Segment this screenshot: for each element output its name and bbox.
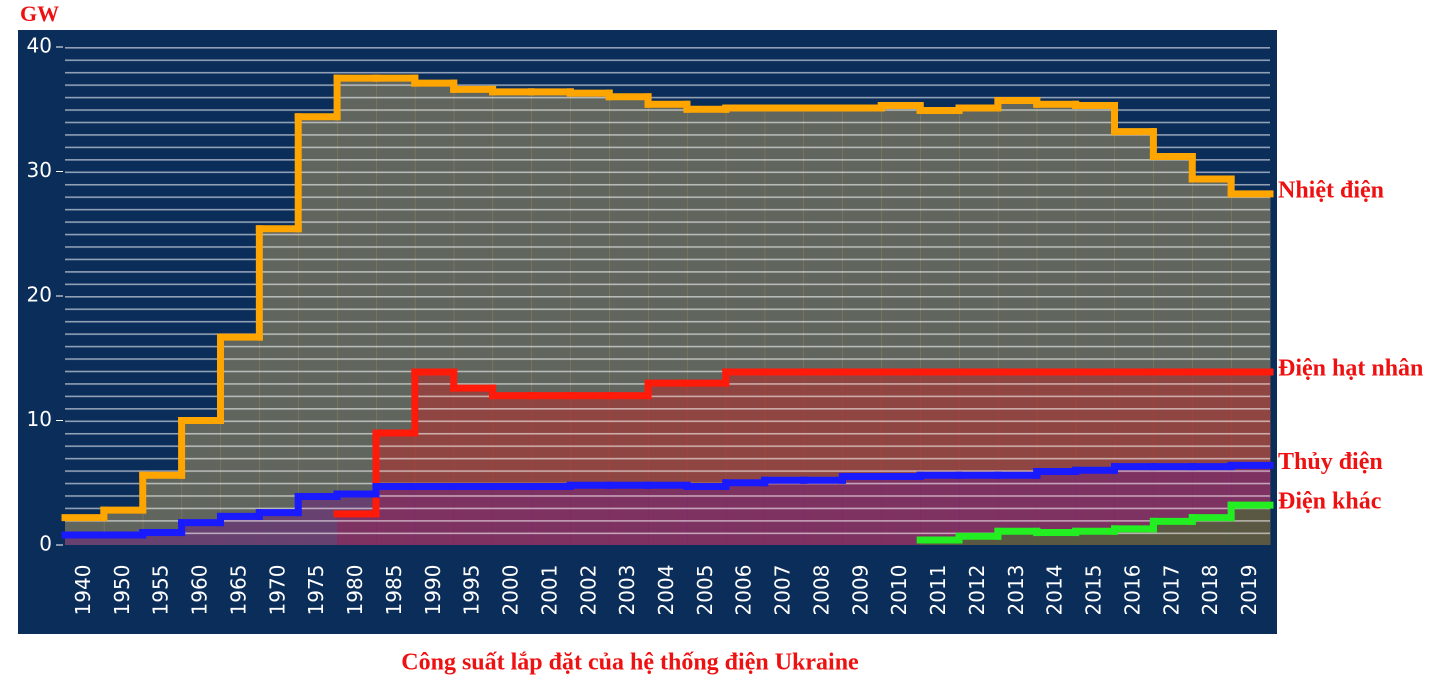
x-tick-label: 1960 [188, 565, 212, 616]
x-tick-label: 2005 [693, 565, 717, 616]
x-tick-label: 1970 [265, 565, 289, 616]
x-tick-label: 1965 [226, 565, 250, 616]
x-tick-label: 2010 [887, 565, 911, 616]
legend-label: Điện hạt nhân [1278, 355, 1423, 381]
y-tick-label: 0 [39, 532, 52, 556]
x-tick-label: 2003 [615, 565, 639, 616]
x-tick-label: 1955 [149, 565, 173, 616]
x-tick-label: 2009 [848, 565, 872, 616]
x-tick-label: 1950 [110, 565, 134, 616]
y-tick-label: 20 [27, 283, 52, 307]
legend-label: Nhiệt điện [1278, 177, 1384, 203]
x-tick-label: 2019 [1237, 565, 1261, 616]
x-tick-label: 2012 [965, 565, 989, 616]
y-axis-label: GW [20, 1, 59, 26]
legend-label: Điện khác [1278, 489, 1382, 515]
x-tick-label: 2014 [1043, 565, 1067, 616]
x-tick-label: 2006 [732, 565, 756, 616]
legend-label: Thủy điện [1278, 449, 1383, 475]
y-tick-label: 30 [27, 158, 52, 182]
x-tick-label: 1990 [421, 565, 445, 616]
x-tick-label: 1985 [382, 565, 406, 616]
x-tick-label: 2016 [1120, 565, 1144, 616]
chart-title: Công suất lắp đặt của hệ thống điện Ukra… [401, 650, 859, 676]
y-tick-label: 10 [27, 407, 52, 431]
x-tick-label: 2002 [576, 565, 600, 616]
x-tick-label: 2015 [1082, 565, 1106, 616]
x-tick-label: 1975 [304, 565, 328, 616]
x-tick-label: 2013 [1004, 565, 1028, 616]
x-tick-label: 2001 [537, 565, 561, 616]
x-tick-label: 2008 [809, 565, 833, 616]
x-tick-label: 2007 [771, 565, 795, 616]
x-tick-label: 2011 [926, 565, 950, 616]
y-tick-label: 40 [27, 34, 52, 58]
x-tick-label: 2018 [1198, 565, 1222, 616]
stripes [65, 47, 1270, 545]
x-tick-label: 2000 [499, 565, 523, 616]
x-tick-label: 2017 [1159, 565, 1183, 616]
x-tick-label: 1995 [460, 565, 484, 616]
x-tick-label: 2004 [654, 565, 678, 616]
x-tick-label: 1940 [71, 565, 95, 616]
x-tick-label: 1980 [343, 565, 367, 616]
